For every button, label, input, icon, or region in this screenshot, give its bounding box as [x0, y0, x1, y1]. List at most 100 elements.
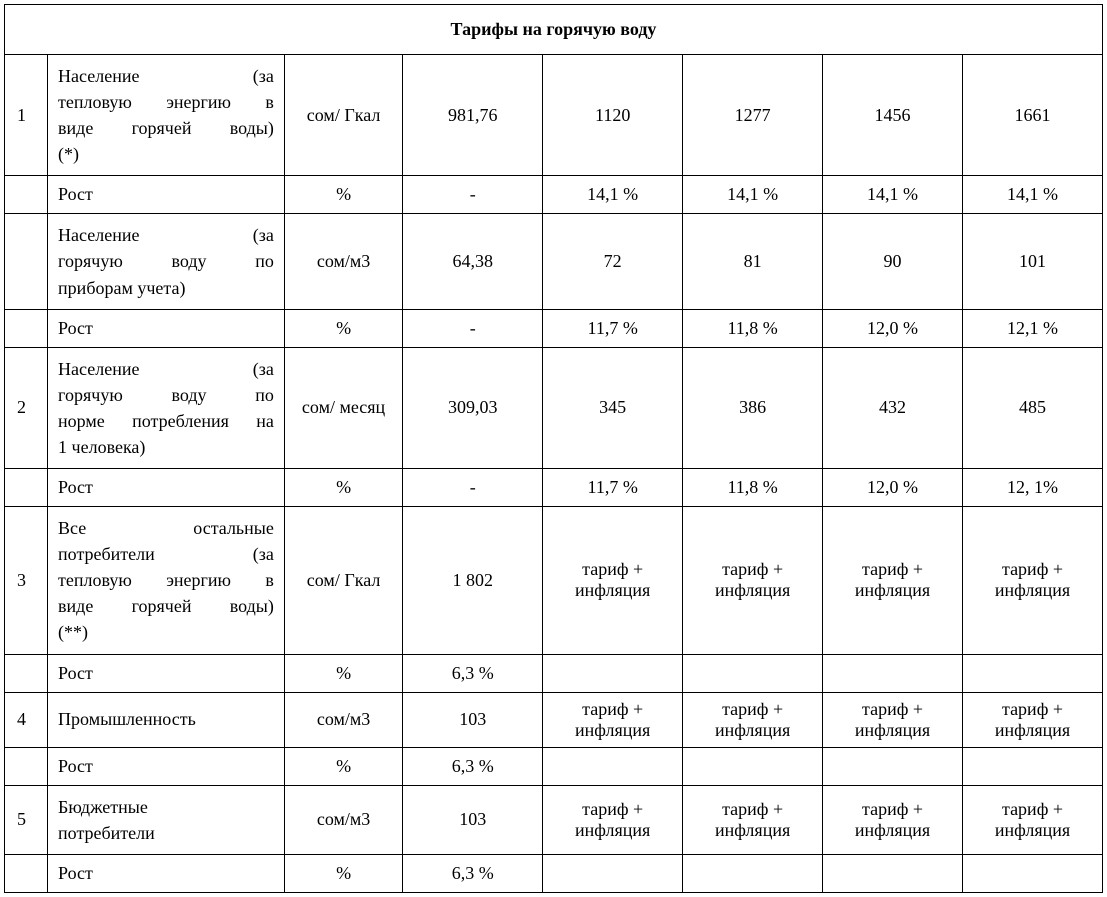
row-value: 101	[963, 214, 1103, 309]
row-value: 345	[543, 347, 683, 468]
row-number	[5, 214, 48, 309]
growth-value: -	[403, 469, 543, 507]
growth-value: 12,1 %	[963, 309, 1103, 347]
row-description: Промышленность	[48, 692, 285, 747]
row-unit: сом/ Гкал	[284, 507, 402, 654]
desc-line: виде горячей воды)	[58, 118, 274, 138]
percent-label: %	[284, 176, 402, 214]
table-body: Тарифы на горячую воду 1 Население (за т…	[5, 5, 1103, 893]
desc-line: Население (за	[58, 225, 274, 245]
row-value: тариф + инфляция	[683, 507, 823, 654]
desc-line: потребители	[58, 823, 155, 843]
growth-row: Рост % 6,3 %	[5, 654, 1103, 692]
row-number-empty	[5, 854, 48, 892]
growth-row: Рост % 6,3 %	[5, 854, 1103, 892]
row-value: тариф + инфляция	[543, 692, 683, 747]
row-number: 2	[5, 347, 48, 468]
row-number: 3	[5, 507, 48, 654]
desc-line: Промышленность	[58, 709, 196, 729]
growth-value	[683, 654, 823, 692]
row-value: 72	[543, 214, 683, 309]
row-number: 4	[5, 692, 48, 747]
growth-value: -	[403, 309, 543, 347]
row-value: 103	[403, 692, 543, 747]
growth-label: Рост	[48, 176, 285, 214]
row-number: 5	[5, 785, 48, 854]
table-row: 2 Население (за горячую воду по норме по…	[5, 347, 1103, 468]
percent-label: %	[284, 309, 402, 347]
growth-row: Рост % 6,3 %	[5, 747, 1103, 785]
table-row: 4 Промышленность сом/м3 103 тариф + инфл…	[5, 692, 1103, 747]
growth-row: Рост % - 14,1 % 14,1 % 14,1 % 14,1 %	[5, 176, 1103, 214]
row-description: Все остальные потребители (за тепловую э…	[48, 507, 285, 654]
percent-label: %	[284, 854, 402, 892]
tariffs-table: Тарифы на горячую воду 1 Население (за т…	[4, 4, 1103, 893]
row-value: 64,38	[403, 214, 543, 309]
row-value: тариф + инфляция	[963, 507, 1103, 654]
growth-value: 6,3 %	[403, 654, 543, 692]
row-value: 90	[823, 214, 963, 309]
growth-value: 14,1 %	[543, 176, 683, 214]
row-number: 1	[5, 55, 48, 176]
growth-label: Рост	[48, 469, 285, 507]
growth-value: 12,0 %	[823, 309, 963, 347]
growth-value	[683, 854, 823, 892]
row-value: 103	[403, 785, 543, 854]
growth-value	[963, 854, 1103, 892]
row-value: тариф + инфляция	[823, 692, 963, 747]
table-row: 5 Бюджетные потребители сом/м3 103 тариф…	[5, 785, 1103, 854]
row-value: 1120	[543, 55, 683, 176]
table-row: Население (за горячую воду по приборам у…	[5, 214, 1103, 309]
row-value: 485	[963, 347, 1103, 468]
row-unit: сом/ месяц	[284, 347, 402, 468]
growth-value: 12, 1%	[963, 469, 1103, 507]
desc-line: тепловую энергию в	[58, 570, 274, 590]
row-value: тариф + инфляция	[683, 785, 823, 854]
row-number-empty	[5, 469, 48, 507]
desc-line: (*)	[58, 141, 79, 167]
row-value: тариф + инфляция	[963, 692, 1103, 747]
growth-value	[963, 747, 1103, 785]
row-value: 1 802	[403, 507, 543, 654]
growth-label: Рост	[48, 854, 285, 892]
row-unit: сом/м3	[284, 785, 402, 854]
desc-line: Население (за	[58, 66, 274, 86]
row-value: 1661	[963, 55, 1103, 176]
growth-value	[823, 747, 963, 785]
desc-line: Бюджетные	[58, 794, 274, 820]
percent-label: %	[284, 747, 402, 785]
growth-value: 14,1 %	[963, 176, 1103, 214]
desc-line: приборам учета)	[58, 275, 185, 301]
growth-value: 11,8 %	[683, 469, 823, 507]
row-description: Население (за горячую воду по норме потр…	[48, 347, 285, 468]
title-row: Тарифы на горячую воду	[5, 5, 1103, 55]
row-unit: сом/м3	[284, 692, 402, 747]
growth-value: 6,3 %	[403, 854, 543, 892]
row-unit: сом/ Гкал	[284, 55, 402, 176]
table-row: 3 Все остальные потребители (за тепловую…	[5, 507, 1103, 654]
growth-value: 11,7 %	[543, 469, 683, 507]
row-value: тариф + инфляция	[823, 507, 963, 654]
row-value: 309,03	[403, 347, 543, 468]
desc-line: Все остальные	[58, 518, 274, 538]
row-value: тариф + инфляция	[963, 785, 1103, 854]
desc-line: (**)	[58, 619, 88, 645]
growth-value: 6,3 %	[403, 747, 543, 785]
growth-row: Рост % - 11,7 % 11,8 % 12,0 % 12,1 %	[5, 309, 1103, 347]
growth-value	[543, 854, 683, 892]
growth-label: Рост	[48, 654, 285, 692]
table-title: Тарифы на горячую воду	[5, 5, 1103, 55]
row-description: Бюджетные потребители	[48, 785, 285, 854]
growth-value: 12,0 %	[823, 469, 963, 507]
desc-line: Население (за	[58, 359, 274, 379]
row-value: 386	[683, 347, 823, 468]
growth-label: Рост	[48, 747, 285, 785]
desc-line: потребители (за	[58, 544, 274, 564]
row-description: Население (за горячую воду по приборам у…	[48, 214, 285, 309]
growth-value	[683, 747, 823, 785]
row-value: тариф + инфляция	[543, 507, 683, 654]
desc-line: горячую воду по	[58, 251, 274, 271]
growth-value	[823, 854, 963, 892]
row-number-empty	[5, 309, 48, 347]
row-value: 981,76	[403, 55, 543, 176]
